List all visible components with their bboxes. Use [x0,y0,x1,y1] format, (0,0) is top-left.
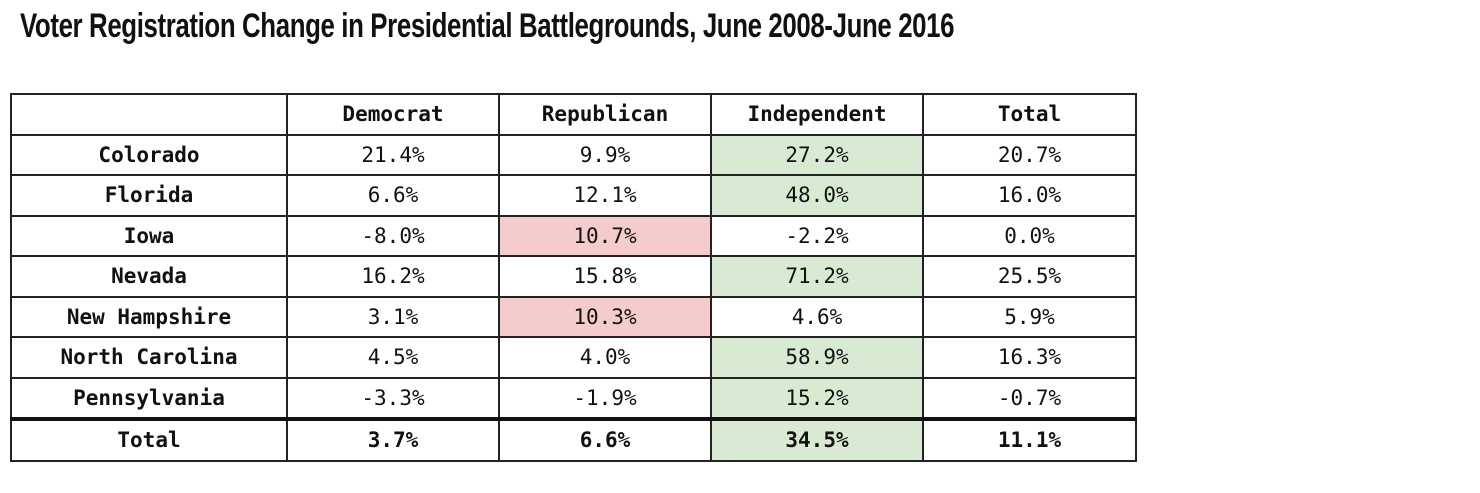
table-cell: 16.0% [922,174,1137,217]
column-header: Republican [498,93,712,136]
table-cell: 3.1% [286,295,500,338]
table-row: Florida 6.6% 12.1% 48.0% 16.0% [10,174,1137,217]
table-cell: 20.7% [922,133,1137,176]
table-cell: -3.3% [286,376,500,420]
table-cell: 11.1% [922,417,1137,462]
row-header: Nevada [10,255,288,298]
table-cell: 4.6% [710,295,924,338]
table-row: Total 3.7% 6.6% 34.5% 11.1% [10,417,1137,462]
table-row: Iowa -8.0% 10.7% -2.2% 0.0% [10,214,1137,257]
table-cell: 16.2% [286,255,500,298]
table-cell: 12.1% [498,174,712,217]
data-table: Democrat Republican Independent Total Color… [10,93,1137,462]
row-header: North Carolina [10,336,288,379]
table-cell: 6.6% [498,417,712,462]
corner-cell [10,93,288,136]
row-header: Total [10,417,288,462]
header-row: Democrat Republican Independent Total [10,93,1137,136]
table-cell: -2.2% [710,214,924,257]
table-row: Pennsylvania -3.3% -1.9% 15.2% -0.7% [10,376,1137,420]
table-cell: 48.0% [710,174,924,217]
column-header: Independent [710,93,924,136]
table-cell: 15.2% [710,376,924,420]
table-cell: 5.9% [922,295,1137,338]
table-body: Colorado 21.4% 9.9% 27.2% 20.7% Florida 6.6% 12… [10,133,1137,462]
table-cell: 6.6% [286,174,500,217]
table-cell: 27.2% [710,133,924,176]
table-cell: 71.2% [710,255,924,298]
table-row: New Hampshire 3.1% 10.3% 4.6% 5.9% [10,295,1137,338]
table-cell: 21.4% [286,133,500,176]
table-cell: -0.7% [922,376,1137,420]
row-header: New Hampshire [10,295,288,338]
table-row: North Carolina 4.5% 4.0% 58.9% 16.3% [10,336,1137,379]
table-cell: -1.9% [498,376,712,420]
table-cell: 15.8% [498,255,712,298]
row-header: Florida [10,174,288,217]
row-header: Iowa [10,214,288,257]
table-cell: -8.0% [286,214,500,257]
column-header: Total [922,93,1137,136]
table-cell: 25.5% [922,255,1137,298]
table-row: Colorado 21.4% 9.9% 27.2% 20.7% [10,133,1137,176]
row-header: Colorado [10,133,288,176]
table-cell: 3.7% [286,417,500,462]
table-cell: 10.3% [498,295,712,338]
table-cell: 4.0% [498,336,712,379]
table-cell: 9.9% [498,133,712,176]
column-header: Democrat [286,93,500,136]
table-row: Nevada 16.2% 15.8% 71.2% 25.5% [10,255,1137,298]
table-cell: 34.5% [710,417,924,462]
table-cell: 58.9% [710,336,924,379]
table-cell: 16.3% [922,336,1137,379]
title: Voter Registration Change in Presidentia… [20,7,955,45]
table-cell: 10.7% [498,214,712,257]
table-cell: 0.0% [922,214,1137,257]
row-header: Pennsylvania [10,376,288,420]
table-cell: 4.5% [286,336,500,379]
